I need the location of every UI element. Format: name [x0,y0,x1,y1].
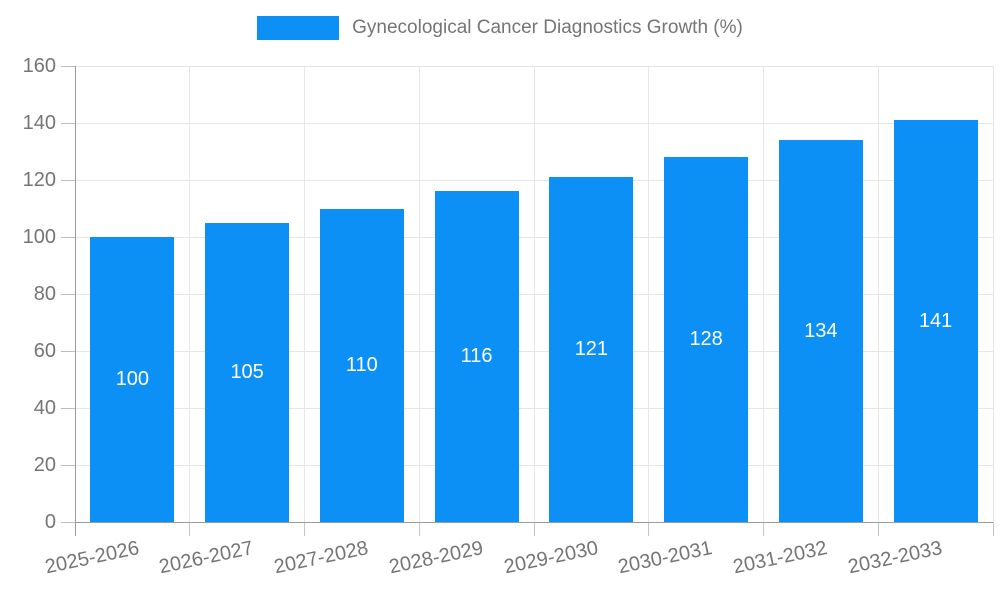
x-axis-line [75,522,993,523]
bar: 141 [893,120,978,522]
y-tick [61,122,75,124]
y-tick-label: 100 [22,226,56,248]
y-tick-label: 0 [44,511,56,533]
y-tick [61,464,75,466]
v-gridline [189,66,191,522]
bar-value-label: 121 [574,338,609,361]
bar: 116 [434,191,519,522]
x-axis-label: 2027-2028 [272,537,371,579]
v-gridline [648,66,650,522]
x-tick [763,522,764,536]
v-gridline [992,66,994,522]
legend-label: Gynecological Cancer Diagnostics Growth … [352,17,743,38]
bar: 110 [319,208,404,522]
x-tick [992,522,994,536]
bar-value-label: 116 [460,345,493,368]
bar: 134 [778,140,863,522]
bar-value-label: 128 [689,328,723,351]
x-axis-label: 2026-2027 [157,537,256,579]
bar: 105 [205,222,290,522]
x-tick [418,522,420,536]
bar-value-label: 105 [230,360,264,383]
y-tick [61,521,75,523]
y-tick-label: 120 [22,169,56,191]
bar-value-label: 134 [804,319,838,342]
y-tick-label: 80 [33,283,56,305]
v-gridline [533,66,535,522]
y-tick [61,293,75,295]
y-tick [61,350,75,352]
y-axis-line [75,66,76,536]
bar-value-label: 110 [345,353,378,376]
v-gridline [877,66,879,522]
x-tick [189,522,191,536]
x-axis-label: 2028-2029 [387,537,486,579]
y-tick [61,407,75,409]
x-axis-label: 2029-2030 [501,537,600,579]
x-tick [304,522,305,536]
v-gridline [418,66,420,522]
bar: 128 [664,157,749,522]
y-tick [61,236,75,238]
x-axis-label: 2032-2033 [846,537,945,579]
bar-value-label: 141 [918,309,953,332]
y-tick-label: 60 [33,340,56,362]
y-tick [61,179,75,181]
x-tick [877,522,879,536]
x-tick [648,522,650,536]
bar-value-label: 100 [115,368,150,390]
y-tick-label: 140 [22,112,56,134]
y-tick-label: 160 [22,55,56,77]
v-gridline [304,66,305,522]
x-tick [533,522,535,536]
plot-area: 100 105 110 116 121 128 134 141 [75,65,994,522]
x-axis-label: 2030-2031 [616,537,715,579]
y-tick [61,65,75,67]
legend[interactable]: Gynecological Cancer Diagnostics Growth … [0,16,1000,40]
bar: 121 [549,177,634,522]
x-axis-label: 2025-2026 [42,537,141,579]
v-gridline [763,66,764,522]
y-tick-label: 40 [33,397,56,419]
x-axis-label: 2031-2032 [731,537,830,579]
y-tick-label: 20 [33,454,56,476]
legend-swatch [257,16,340,40]
bar: 100 [90,237,175,522]
